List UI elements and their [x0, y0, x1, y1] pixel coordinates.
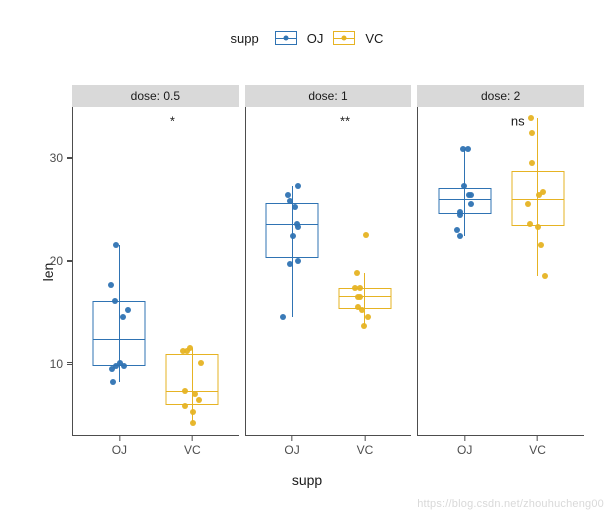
data-point	[110, 379, 116, 385]
data-point	[190, 409, 196, 415]
boxplot-facet-chart: supp OJVC len 102030 dose: 0.5OJVC*dose:…	[0, 0, 614, 514]
plot-area: OJVC**	[245, 107, 412, 436]
data-point	[182, 403, 188, 409]
data-point	[468, 192, 474, 198]
data-point	[112, 298, 118, 304]
data-point	[525, 201, 531, 207]
data-point	[354, 270, 360, 276]
data-point	[285, 192, 291, 198]
data-point	[192, 391, 198, 397]
boxplot-oj	[438, 107, 491, 435]
data-point	[527, 221, 533, 227]
data-point	[529, 130, 535, 136]
data-point	[287, 198, 293, 204]
data-point	[538, 242, 544, 248]
data-point	[196, 397, 202, 403]
data-point	[190, 420, 196, 426]
boxplot-vc	[511, 107, 564, 435]
data-point	[120, 314, 126, 320]
legend-label: OJ	[307, 31, 324, 46]
facet-panels: dose: 0.5OJVC*dose: 1OJVC**dose: 2OJVCns	[72, 85, 584, 436]
y-tick: 20	[50, 254, 72, 268]
data-point	[295, 183, 301, 189]
data-point	[468, 201, 474, 207]
data-point	[361, 323, 367, 329]
x-tick: VC	[529, 436, 546, 457]
boxplot-vc	[338, 107, 391, 435]
facet-panel: dose: 0.5OJVC*	[72, 85, 239, 436]
x-tick: OJ	[112, 436, 127, 457]
data-point	[125, 307, 131, 313]
data-point	[461, 183, 467, 189]
data-point	[198, 360, 204, 366]
data-point	[182, 388, 188, 394]
data-point	[295, 258, 301, 264]
plot-area: OJVCns	[417, 107, 584, 436]
data-point	[292, 204, 298, 210]
data-point	[457, 209, 463, 215]
data-point	[290, 233, 296, 239]
data-point	[528, 115, 534, 121]
facet-strip-label: dose: 1	[245, 85, 412, 107]
y-tick: 10	[50, 357, 72, 371]
data-point	[465, 146, 471, 152]
facet-panel: dose: 1OJVC**	[245, 85, 412, 436]
legend: supp OJ VC	[0, 30, 614, 46]
data-point	[287, 261, 293, 267]
data-point	[535, 224, 541, 230]
data-point	[187, 345, 193, 351]
x-tick: VC	[184, 436, 201, 457]
x-axis-title: supp	[0, 472, 614, 488]
boxplot-oj	[93, 107, 146, 435]
data-point	[357, 285, 363, 291]
y-tick: 30	[50, 151, 72, 165]
data-point	[108, 282, 114, 288]
boxplot-vc	[166, 107, 219, 435]
y-tick-mark	[67, 157, 72, 158]
plot-area: OJVC*	[72, 107, 239, 436]
data-point	[529, 160, 535, 166]
boxplot-oj	[266, 107, 319, 435]
data-point	[454, 227, 460, 233]
x-tick: OJ	[457, 436, 472, 457]
data-point	[540, 189, 546, 195]
data-point	[542, 273, 548, 279]
x-tick: OJ	[284, 436, 299, 457]
data-point	[280, 314, 286, 320]
data-point	[355, 294, 361, 300]
data-point	[365, 314, 371, 320]
legend-title: supp	[231, 31, 259, 46]
legend-swatch-vc	[333, 30, 355, 46]
x-tick: VC	[357, 436, 374, 457]
legend-swatch-oj	[275, 30, 297, 46]
facet-strip-label: dose: 2	[417, 85, 584, 107]
facet-strip-label: dose: 0.5	[72, 85, 239, 107]
data-point	[355, 304, 361, 310]
watermark-text: https://blog.csdn.net/zhouhucheng00	[417, 498, 604, 510]
data-point	[457, 233, 463, 239]
data-point	[460, 146, 466, 152]
data-point	[117, 360, 123, 366]
facet-panel: dose: 2OJVCns	[417, 85, 584, 436]
data-point	[363, 232, 369, 238]
data-point	[294, 221, 300, 227]
y-tick-mark	[67, 260, 72, 261]
data-point	[113, 242, 119, 248]
y-tick-mark	[67, 362, 72, 363]
legend-label: VC	[365, 31, 383, 46]
